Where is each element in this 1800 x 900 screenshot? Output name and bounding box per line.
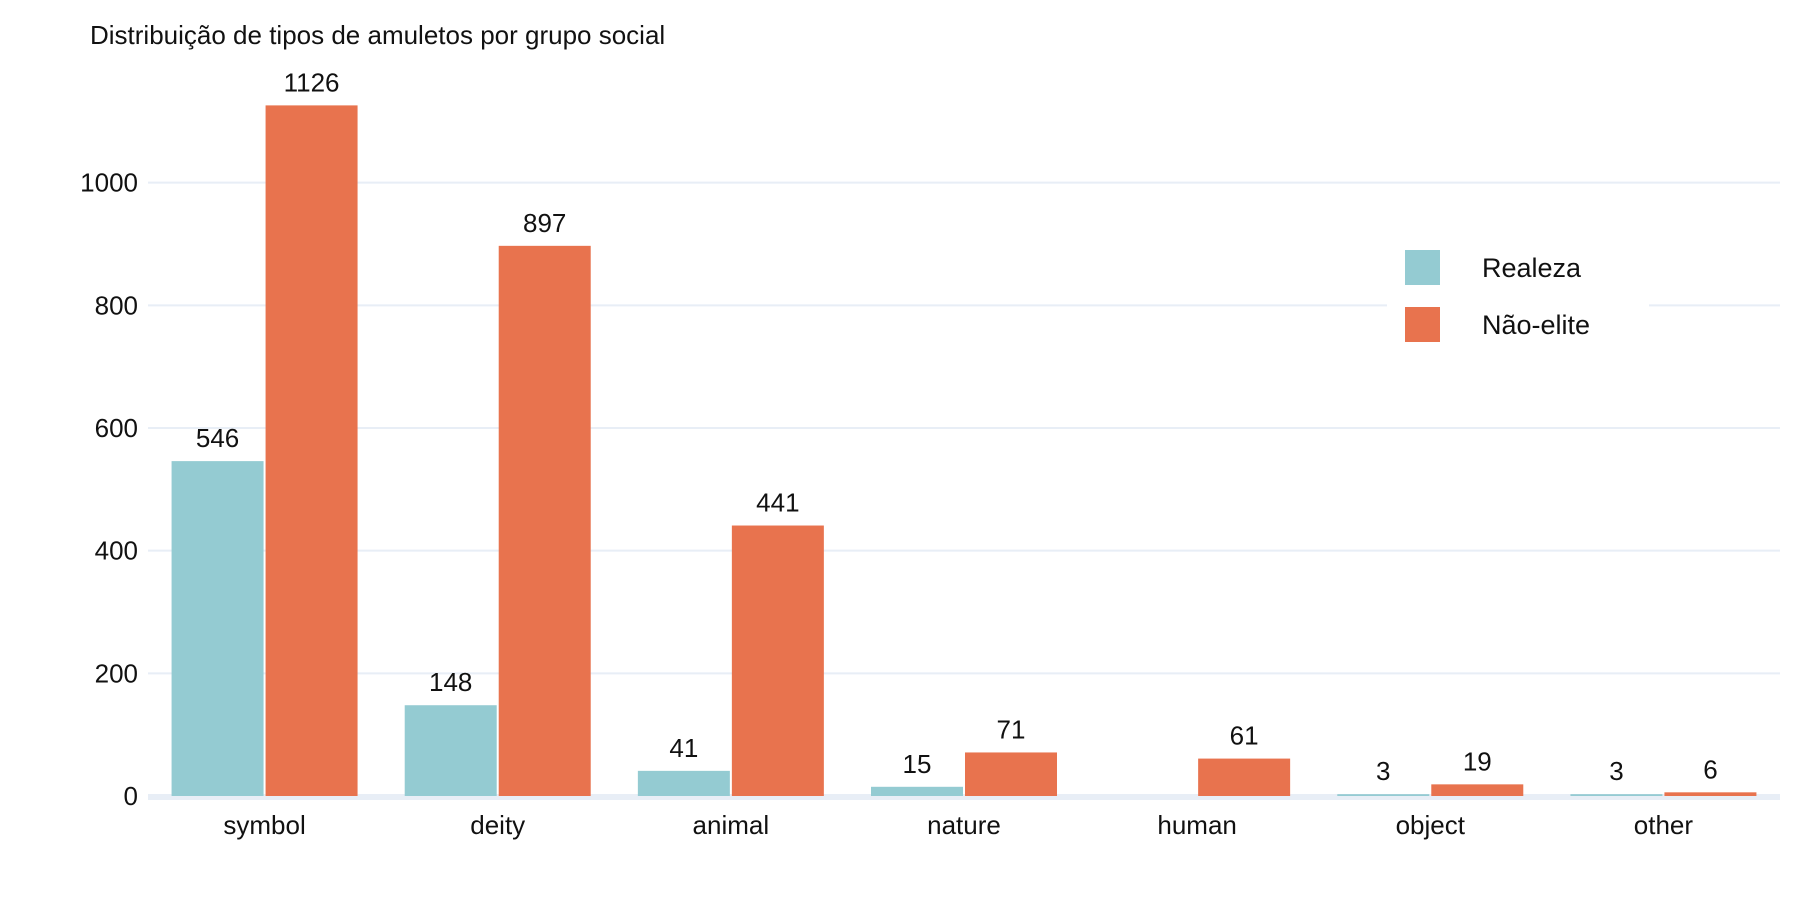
y-tick-label: 800 — [95, 290, 138, 320]
data-label: 15 — [903, 749, 932, 779]
data-label: 546 — [196, 423, 239, 453]
bar-n-o-elite-deity — [498, 245, 591, 797]
bar-realeza-deity — [404, 705, 497, 796]
chart-title: Distribuição de tipos de amuletos por gr… — [90, 20, 665, 50]
data-label: 441 — [756, 488, 799, 518]
bar-n-o-elite-human — [1198, 758, 1291, 796]
bars — [171, 105, 1757, 797]
y-tick-label: 200 — [95, 658, 138, 688]
x-tick-label: nature — [927, 810, 1001, 840]
bar-n-o-elite-nature — [965, 752, 1057, 796]
y-tick-label: 0 — [124, 781, 138, 811]
data-label: 41 — [669, 733, 698, 763]
bar-realeza-symbol — [171, 461, 264, 796]
data-label: 1126 — [284, 67, 340, 97]
data-label: 6 — [1703, 754, 1717, 784]
legend-label: Não-elite — [1482, 310, 1590, 340]
x-tick-label: object — [1396, 810, 1466, 840]
legend-label: Realeza — [1482, 253, 1582, 283]
x-tick-label: animal — [693, 810, 770, 840]
data-label: 148 — [429, 667, 472, 697]
legend: Realeza Não-elite — [1387, 234, 1649, 372]
x-tick-label: deity — [470, 810, 525, 840]
data-label: 3 — [1609, 756, 1623, 786]
gridlines — [148, 181, 1780, 800]
data-label: 71 — [997, 714, 1026, 744]
data-label: 61 — [1230, 721, 1259, 751]
data-label: 897 — [523, 208, 566, 238]
bar-realeza-other — [1570, 794, 1663, 796]
legend-swatch — [1405, 307, 1440, 342]
x-tick-label: human — [1157, 810, 1237, 840]
bar-realeza-object — [1337, 794, 1430, 796]
x-tick-label: symbol — [223, 810, 305, 840]
bar-realeza-animal — [637, 770, 730, 796]
legend-swatch — [1405, 250, 1440, 285]
bar-n-o-elite-object — [1431, 784, 1524, 796]
bar-n-o-elite-animal — [731, 525, 824, 796]
x-tick-label: other — [1634, 810, 1694, 840]
data-label: 19 — [1463, 746, 1492, 776]
bar-n-o-elite-other — [1664, 792, 1757, 796]
data-label: 3 — [1376, 756, 1390, 786]
data-labels: 546 1126 148 897 41 441 15 71 61 3 19 3 6 — [196, 67, 1718, 786]
bar-realeza-nature — [871, 786, 963, 796]
axes: 0 200 400 600 800 1000 symbol deity animal nature… — [80, 168, 1693, 840]
y-tick-label: 1000 — [80, 168, 138, 198]
y-tick-label: 600 — [95, 413, 138, 443]
bar-n-o-elite-symbol — [265, 105, 358, 797]
y-tick-label: 400 — [95, 536, 138, 566]
